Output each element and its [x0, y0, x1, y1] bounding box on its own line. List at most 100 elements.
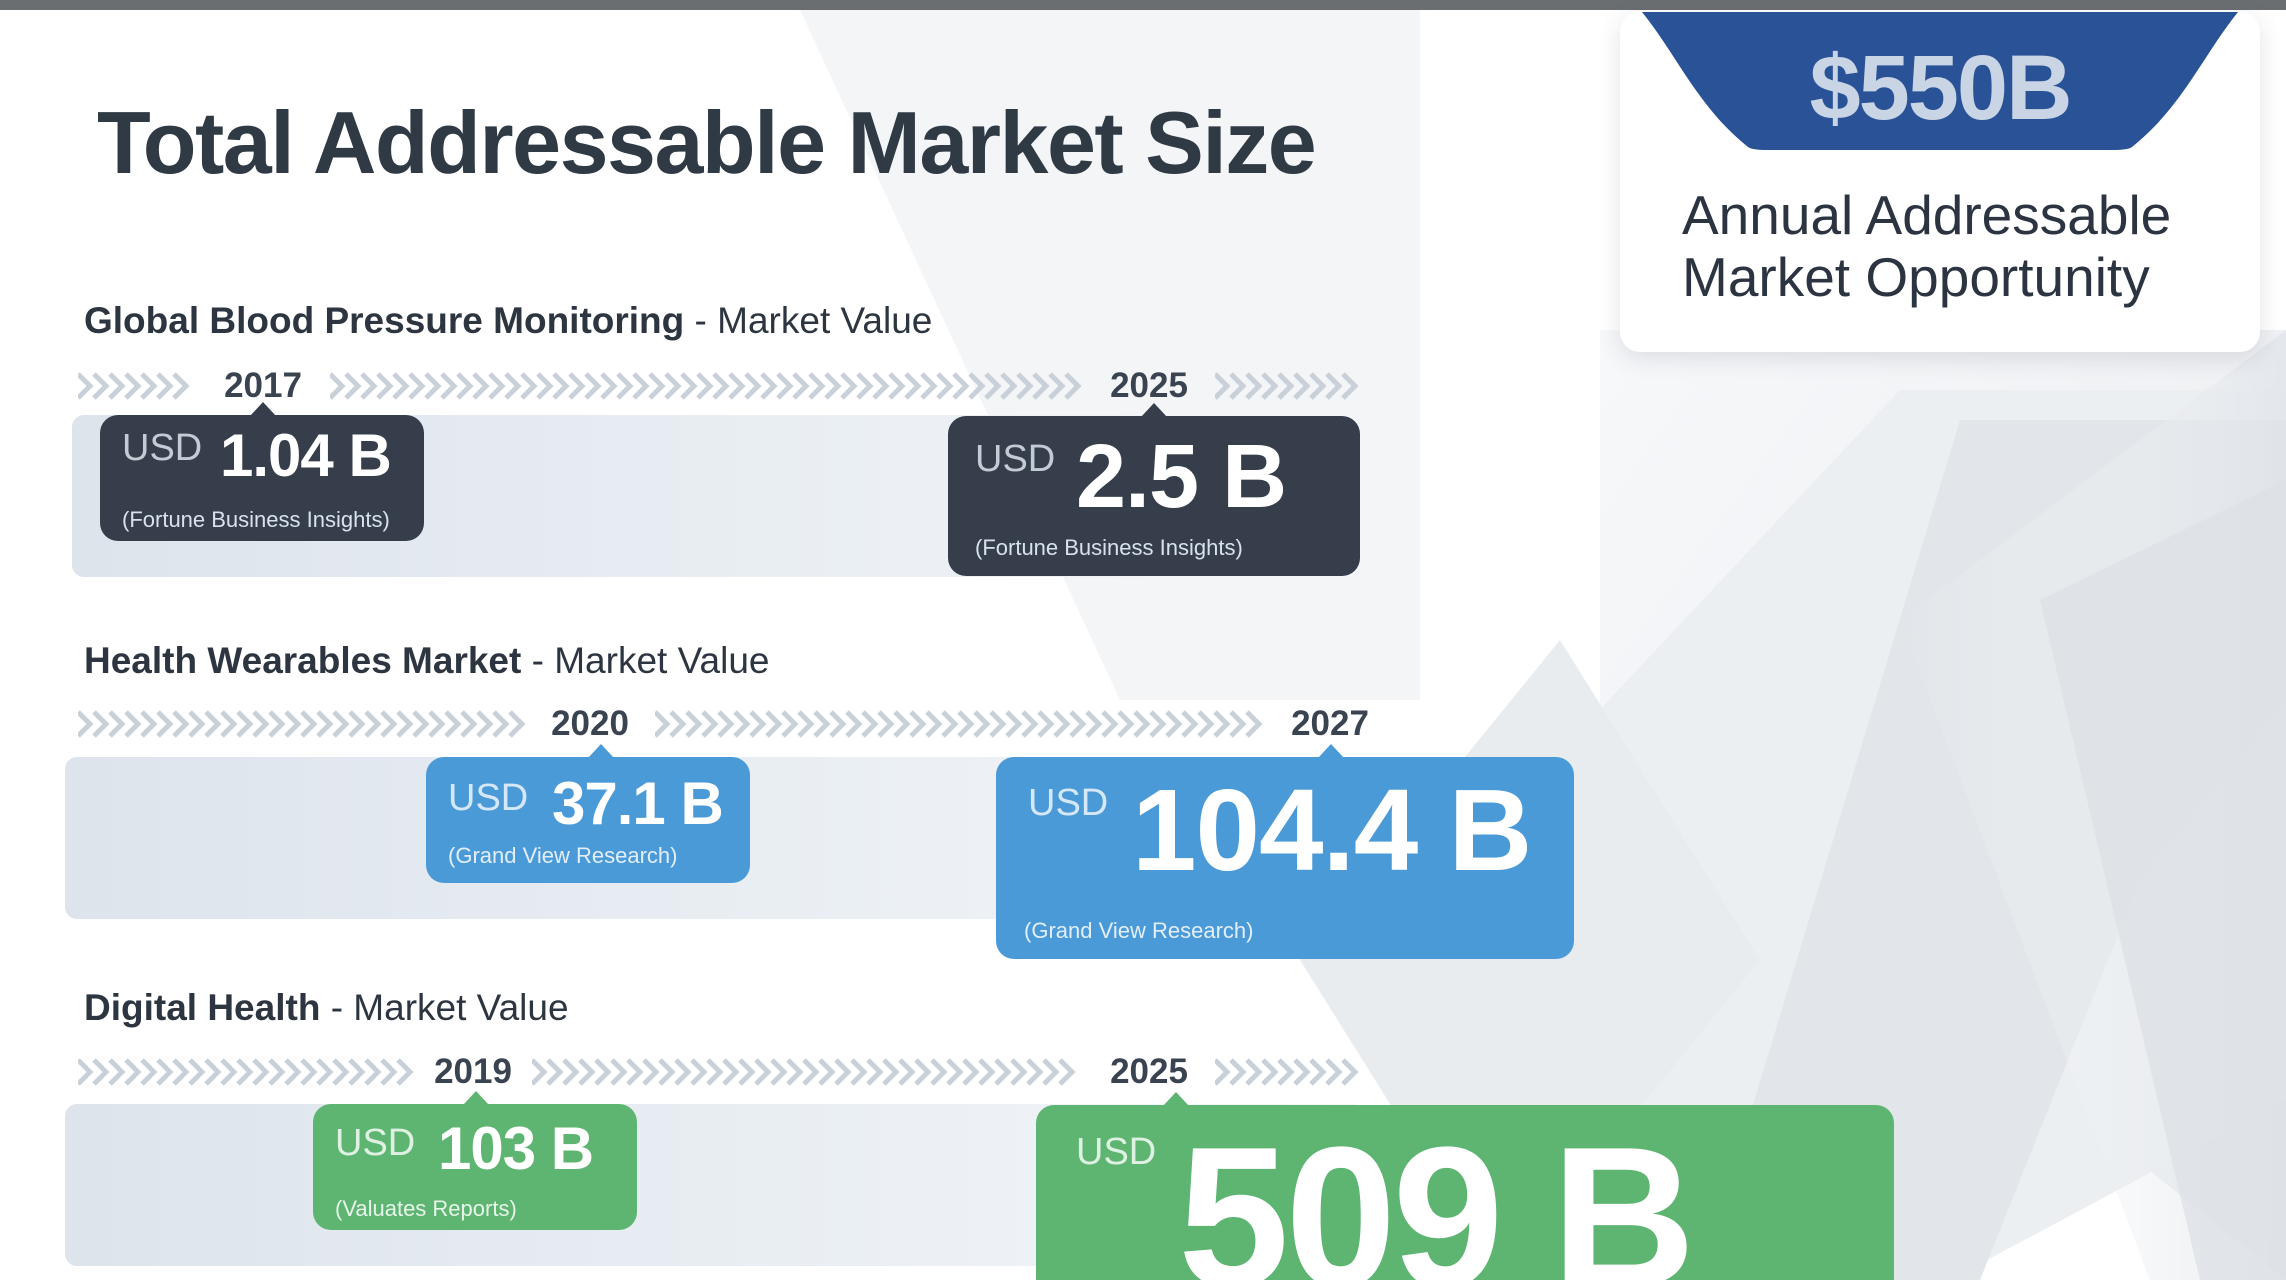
market-value: 2.5 B: [1076, 427, 1287, 527]
chevron-mark: [957, 710, 975, 738]
chevron-mark: [140, 710, 158, 738]
chevron-mark: [797, 710, 815, 738]
chevron-mark: [472, 372, 490, 400]
chevron-mark: [204, 710, 222, 738]
chevron-mark: [642, 1058, 660, 1086]
chevron-mark: [1037, 710, 1055, 738]
chevron-mark: [706, 1058, 724, 1086]
chevron-mark: [1181, 710, 1199, 738]
chevron-mark: [172, 710, 190, 738]
chevron-mark: [866, 1058, 884, 1086]
chevron-mark: [268, 1058, 286, 1086]
chevron-mark: [802, 1058, 820, 1086]
section-heading-health-wearables: Health Wearables Market - Market Value: [84, 640, 769, 682]
chevron-mark: [220, 710, 238, 738]
chevron-mark: [124, 372, 142, 400]
chevron-mark: [834, 1058, 852, 1086]
chevron-mark: [882, 1058, 900, 1086]
chevron-mark: [978, 1058, 996, 1086]
chevron-mark: [1229, 372, 1247, 400]
chevron-mark: [1325, 372, 1343, 400]
chevron-mark: [1261, 372, 1279, 400]
market-value: 104.4 B: [1132, 765, 1532, 895]
chevron-mark: [396, 710, 414, 738]
chevron-mark: [722, 1058, 740, 1086]
chevron-mark: [1117, 710, 1135, 738]
tam-callout-card: $550B Annual Addressable Market Opportun…: [1620, 12, 2260, 352]
chevron-mark: [424, 372, 442, 400]
source-label: (Grand View Research): [448, 843, 678, 868]
chevron-mark: [92, 710, 110, 738]
chevron-mark: [156, 710, 174, 738]
chevron-mark: [1341, 1058, 1359, 1086]
chevron-mark: [78, 1058, 94, 1086]
chevron-mark: [520, 372, 538, 400]
chevron-mark: [364, 710, 382, 738]
currency-label: USD: [1076, 1131, 1157, 1173]
chevron-mark: [1064, 372, 1082, 400]
timeline-chevrons: [78, 710, 526, 738]
page-title: Total Addressable Market Size: [97, 93, 1317, 192]
callout-label: Annual Addressable Market Opportunity: [1682, 184, 2172, 308]
chevron-mark: [1021, 710, 1039, 738]
chevron-mark: [973, 710, 991, 738]
chevron-mark: [914, 1058, 932, 1086]
chevron-mark: [701, 710, 719, 738]
chevron-mark: [172, 372, 190, 400]
chevron-mark: [552, 372, 570, 400]
chevron-mark: [1048, 372, 1066, 400]
chevron-mark: [904, 372, 922, 400]
callout-value: $550B: [1809, 37, 2072, 139]
chevron-mark: [456, 372, 474, 400]
chevron-mark: [78, 710, 94, 738]
chevron-mark: [776, 372, 794, 400]
chevron-mark: [140, 372, 158, 400]
chevron-mark: [872, 372, 890, 400]
currency-label: USD: [335, 1122, 416, 1164]
year-label: 2017: [224, 366, 302, 405]
chevron-mark: [738, 1058, 756, 1086]
chevron-mark: [1341, 372, 1359, 400]
section-heading-digital-health: Digital Health - Market Value: [84, 987, 569, 1029]
market-value: 103 B: [438, 1115, 594, 1182]
top-bar: [0, 0, 2286, 10]
chevron-mark: [655, 710, 671, 738]
chevron-mark: [1293, 1058, 1311, 1086]
chevron-mark: [648, 372, 666, 400]
chevron-mark: [108, 372, 126, 400]
chevron-mark: [364, 1058, 382, 1086]
chevron-mark: [594, 1058, 612, 1086]
chevron-mark: [140, 1058, 158, 1086]
chevron-mark: [808, 372, 826, 400]
chevron-mark: [508, 710, 526, 738]
market-value: 37.1 B: [552, 770, 724, 837]
chevron-mark: [332, 710, 350, 738]
chevron-mark: [1101, 710, 1119, 738]
chevron-mark: [861, 710, 879, 738]
chevron-mark: [744, 372, 762, 400]
chevron-mark: [236, 1058, 254, 1086]
chevron-mark: [1215, 1058, 1231, 1086]
section-subtitle: - Market Value: [320, 987, 569, 1028]
chevron-mark: [664, 372, 682, 400]
chevron-mark: [1215, 372, 1231, 400]
chevron-mark: [749, 710, 767, 738]
chevron-mark: [856, 372, 874, 400]
chevron-mark: [824, 372, 842, 400]
chevron-mark: [1016, 372, 1034, 400]
chevron-mark: [348, 1058, 366, 1086]
chevron-mark: [909, 710, 927, 738]
chevron-mark: [396, 1058, 414, 1086]
chevron-mark: [376, 372, 394, 400]
chevron-mark: [1000, 372, 1018, 400]
chevron-mark: [392, 372, 410, 400]
chevron-mark: [1229, 710, 1247, 738]
chevron-mark: [925, 710, 943, 738]
chevron-mark: [936, 372, 954, 400]
chevron-mark: [1229, 1058, 1247, 1086]
chevron-mark: [680, 372, 698, 400]
chevron-mark: [754, 1058, 772, 1086]
value-box-2020: USD 37.1 B (Grand View Research): [426, 744, 750, 883]
chevron-mark: [1069, 710, 1087, 738]
chevron-mark: [440, 372, 458, 400]
